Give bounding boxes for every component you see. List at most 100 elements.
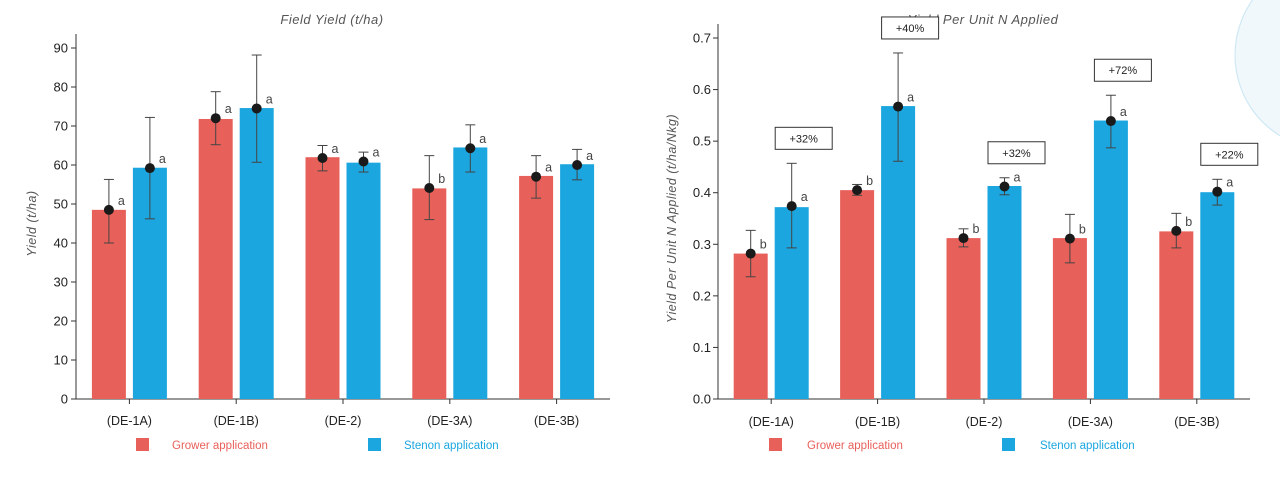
- y-tick-label: 0: [61, 392, 68, 407]
- x-category-label: (DE-3B): [534, 414, 579, 428]
- mean-point: [465, 143, 476, 154]
- percent-annotation: +72%: [1109, 65, 1138, 77]
- percent-annotation-box: [1093, 58, 1152, 82]
- significance-letter: b: [438, 172, 445, 186]
- grower-bar: [1052, 238, 1087, 399]
- x-category-label: (DE-3B): [1174, 415, 1219, 429]
- percent-annotation-box: [774, 126, 833, 150]
- significance-letter: a: [118, 194, 125, 208]
- y-tick-label: 0.3: [693, 237, 711, 252]
- x-category-label: (DE-3A): [427, 414, 472, 428]
- y-tick-label: 0.5: [693, 134, 711, 149]
- x-category-label: (DE-2): [325, 414, 362, 428]
- significance-letter: a: [1014, 171, 1021, 185]
- mean-point: [999, 181, 1010, 192]
- y-tick-label: 80: [54, 80, 68, 95]
- mean-point: [103, 204, 114, 215]
- significance-letter: a: [545, 161, 552, 175]
- legend-swatch-grower: [136, 438, 149, 451]
- percent-annotation-box: [987, 141, 1046, 165]
- legend-swatch-stenon: [1002, 438, 1015, 451]
- y-tick-label: 0.4: [693, 185, 711, 200]
- grower-bar: [1159, 231, 1194, 399]
- percent-annotation-box: [881, 16, 940, 40]
- y-tick-label: 50: [54, 197, 68, 212]
- mean-point: [893, 101, 904, 112]
- field-yield-chart: Field Yield (t/ha) Yield (t/ha) 0 10 20 30 40 5…: [25, 12, 610, 452]
- stenon-bar: [560, 164, 595, 399]
- mean-point: [1105, 116, 1116, 127]
- y-tick-label: 60: [54, 158, 68, 173]
- grower-bar: [946, 238, 981, 399]
- y-tick-label: 70: [54, 119, 68, 134]
- legend-swatch-grower: [769, 438, 782, 451]
- stenon-bar: [1093, 120, 1128, 399]
- x-category-label: (DE-1B): [214, 414, 259, 428]
- legend-swatch-stenon: [368, 438, 381, 451]
- y-axis-label: Yield Per Unit N Applied (t/ha/Nkg): [665, 114, 679, 323]
- significance-letter: b: [760, 238, 767, 252]
- y-tick-label: 0.1: [693, 340, 711, 355]
- significance-letter: b: [973, 222, 980, 236]
- percent-annotation-box: [1200, 142, 1259, 166]
- x-category-label: (DE-1A): [749, 415, 794, 429]
- significance-letter: a: [159, 152, 166, 166]
- grower-bar: [733, 253, 768, 399]
- significance-letter: a: [801, 190, 808, 204]
- percent-annotation: +32%: [1002, 148, 1031, 160]
- y-tick-label: 0.0: [693, 392, 711, 407]
- mean-point: [958, 233, 969, 244]
- decorative-circle: [1234, 0, 1280, 137]
- significance-letter: a: [332, 142, 339, 156]
- stenon-bar: [1200, 192, 1235, 399]
- percent-annotation: +22%: [1215, 149, 1244, 161]
- stenon-bar: [346, 162, 381, 399]
- y-tick-label: 0.6: [693, 82, 711, 97]
- mean-point: [745, 248, 756, 259]
- mean-point: [358, 156, 369, 167]
- legend-label-grower: Grower application: [807, 440, 903, 452]
- significance-letter: a: [266, 92, 273, 106]
- y-tick-label: 0.2: [693, 288, 711, 303]
- mean-point: [1212, 186, 1223, 197]
- stenon-bar: [453, 147, 488, 399]
- significance-letter: a: [225, 102, 232, 116]
- mean-point: [786, 201, 797, 212]
- y-tick-label: 20: [54, 314, 68, 329]
- mean-point: [531, 171, 542, 182]
- y-tick-label: 10: [54, 353, 68, 368]
- x-category-label: (DE-1B): [855, 415, 900, 429]
- x-category-label: (DE-1A): [107, 414, 152, 428]
- mean-point: [1064, 233, 1075, 244]
- y-tick-label: 30: [54, 275, 68, 290]
- grower-bar: [305, 157, 340, 399]
- significance-letter: a: [907, 91, 914, 105]
- significance-letter: b: [1079, 223, 1086, 237]
- percent-annotation: +40%: [896, 23, 925, 35]
- y-axis-label: Yield (t/ha): [25, 190, 39, 256]
- mean-point: [572, 160, 583, 170]
- yield-per-n-chart: Yield Per Unit N Applied Yield Per Unit N…: [665, 12, 1259, 452]
- mean-point: [317, 152, 328, 163]
- grower-bar: [412, 188, 447, 399]
- significance-letter: b: [866, 174, 873, 188]
- significance-letter: a: [1120, 105, 1127, 119]
- x-category-label: (DE-2): [966, 415, 1003, 429]
- y-tick-label: 90: [54, 41, 68, 56]
- y-tick-label: 40: [54, 236, 68, 251]
- mean-point: [852, 185, 863, 196]
- grower-bar: [198, 118, 233, 399]
- significance-letter: b: [1185, 215, 1192, 229]
- significance-letter: a: [586, 149, 593, 163]
- percent-annotation: +32%: [789, 133, 818, 145]
- x-category-label: (DE-3A): [1068, 415, 1113, 429]
- stenon-bar: [987, 186, 1022, 399]
- significance-letter: a: [373, 145, 380, 159]
- significance-letter: a: [1226, 176, 1233, 190]
- significance-letter: a: [479, 132, 486, 146]
- mean-point: [424, 183, 435, 194]
- mean-point: [251, 103, 262, 114]
- chart-title: Field Yield (t/ha): [280, 12, 383, 27]
- mean-point: [1171, 225, 1182, 236]
